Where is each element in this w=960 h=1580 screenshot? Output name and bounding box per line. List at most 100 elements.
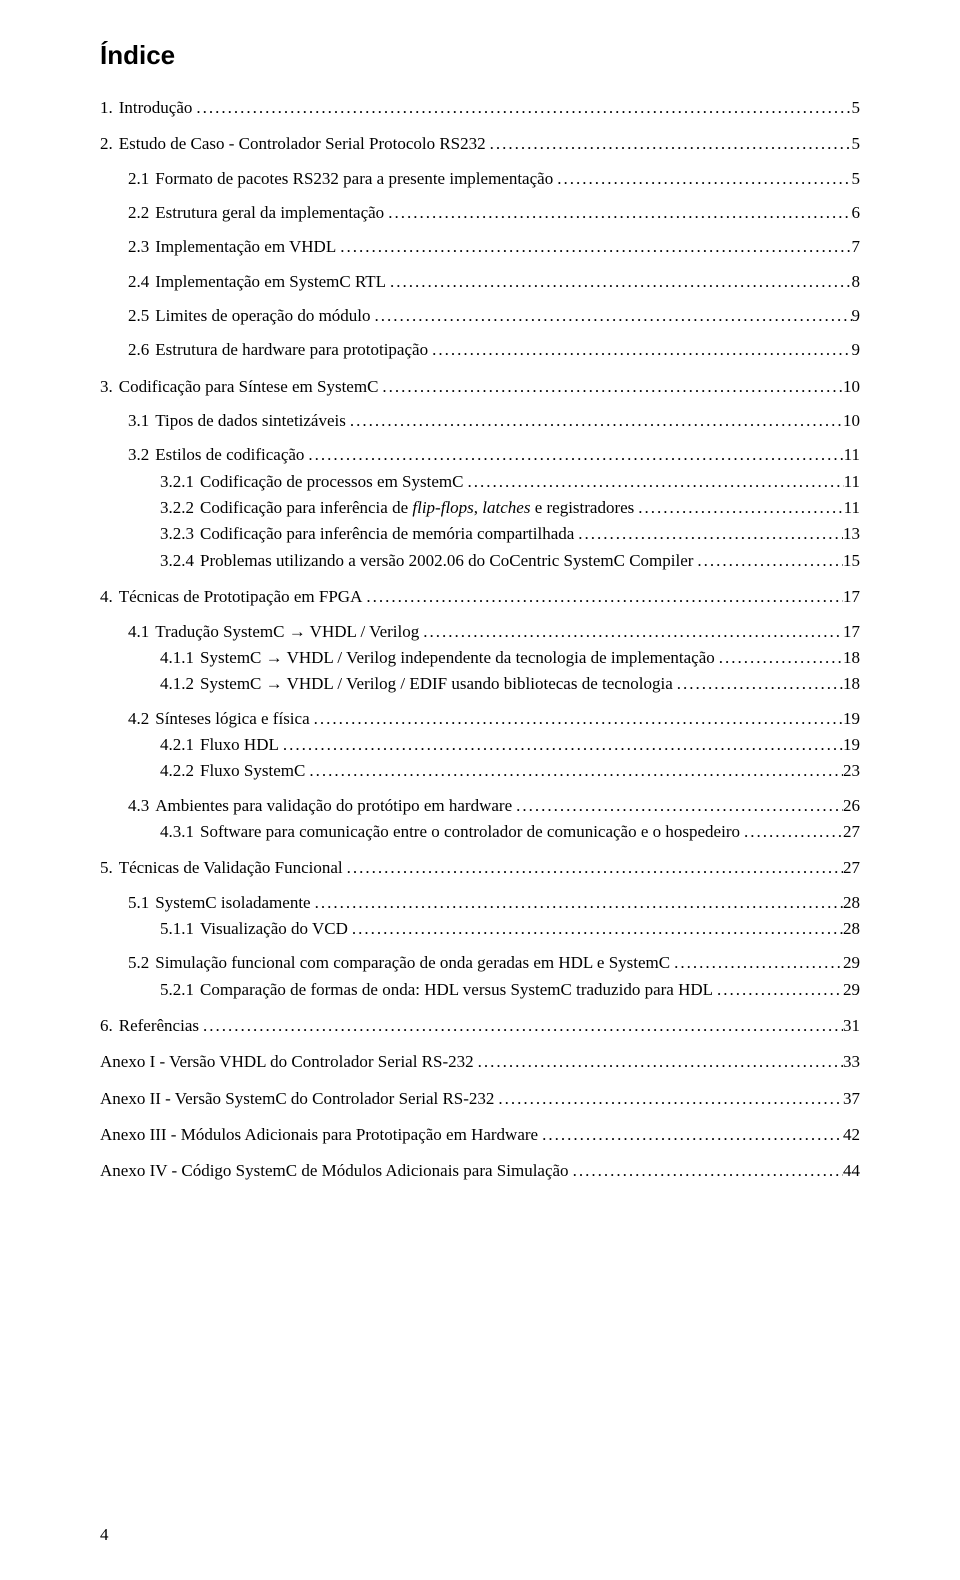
toc-entry-text: Limites de operação do módulo	[155, 303, 370, 329]
toc-entry-number: 3.2.2	[160, 495, 200, 521]
toc-leader-dots: ........................................…	[670, 950, 843, 976]
toc-entry-text-italic: flip-flops	[412, 498, 473, 517]
toc-leader-dots: ........................................…	[346, 408, 843, 434]
toc-entry-page: 17	[843, 584, 860, 610]
toc-entry: Anexo I - Versão VHDL do Controlador Ser…	[100, 1049, 860, 1075]
toc-leader-dots: ........................................…	[419, 619, 843, 645]
toc-entry-page: 17	[843, 619, 860, 645]
toc-entry-number: 2.5	[128, 303, 155, 329]
toc-leader-dots: ........................................…	[569, 1158, 843, 1184]
page-number: 4	[100, 1525, 109, 1545]
toc-entry-number: 5.	[100, 855, 119, 881]
toc-entry-number: 2.4	[128, 269, 155, 295]
toc-entry-text: Implementação em VHDL	[155, 234, 336, 260]
toc-leader-dots: ........................................…	[378, 374, 843, 400]
toc-entry-text: SystemC → VHDL / Verilog / EDIF usando b…	[200, 671, 673, 697]
toc-leader-dots: ........................................…	[310, 706, 843, 732]
toc-entry: Anexo IV - Código SystemC de Módulos Adi…	[100, 1158, 860, 1184]
toc-entry: 4.2Sínteses lógica e física.............…	[100, 706, 860, 732]
toc-entry-page: 6	[852, 200, 861, 226]
document-page: Índice 1.Introdução.....................…	[0, 0, 960, 1580]
toc-leader-dots: ........................................…	[553, 166, 851, 192]
toc-entry-number: 5.1.1	[160, 916, 200, 942]
toc-entry: 2.6Estrutura de hardware para prototipaç…	[100, 337, 860, 363]
toc-entry: 2.4Implementação em SystemC RTL.........…	[100, 269, 860, 295]
toc-leader-dots: ........................................…	[348, 916, 843, 942]
toc-entry: 3.2.4Problemas utilizando a versão 2002.…	[100, 548, 860, 574]
toc-entry-number: 3.2.1	[160, 469, 200, 495]
toc-leader-dots: ........................................…	[428, 337, 851, 363]
toc-leader-dots: ........................................…	[386, 269, 851, 295]
toc-entry-page: 9	[852, 303, 861, 329]
toc-entry: 4.2.2Fluxo SystemC......................…	[100, 758, 860, 784]
toc-leader-dots: ........................................…	[463, 469, 843, 495]
toc-entry-text-italic2: latches	[482, 498, 530, 517]
toc-entry-text: Anexo IV - Código SystemC de Módulos Adi…	[100, 1158, 569, 1184]
toc-leader-dots: ........................................…	[634, 495, 843, 521]
toc-entry: 4.2.1Fluxo HDL..........................…	[100, 732, 860, 758]
toc-entry-text: Estrutura geral da implementação	[155, 200, 384, 226]
toc-entry-text: SystemC isoladamente	[155, 890, 310, 916]
toc-entry-text: Referências	[119, 1013, 199, 1039]
toc-entry-page: 7	[852, 234, 861, 260]
toc-entry-number: 4.1.2	[160, 671, 200, 697]
toc-entry-number: 4.3.1	[160, 819, 200, 845]
toc-entry-number: 3.2.4	[160, 548, 200, 574]
toc-entry-page: 19	[843, 732, 860, 758]
toc-entry-page: 11	[844, 495, 860, 521]
toc-entry: 4.1Tradução SystemC → VHDL / Verilog....…	[100, 619, 860, 645]
toc-entry-page: 11	[844, 442, 860, 468]
toc-entry-page: 18	[843, 645, 860, 671]
toc-entry: 4.3Ambientes para validação do protótipo…	[100, 793, 860, 819]
toc-leader-dots: ........................................…	[279, 732, 843, 758]
toc-leader-dots: ........................................…	[715, 645, 843, 671]
toc-entry-page: 11	[844, 469, 860, 495]
toc-entry: 4.3.1Software para comunicação entre o c…	[100, 819, 860, 845]
toc-entry-text: Visualização do VCD	[200, 916, 348, 942]
toc-entry: 2.3Implementação em VHDL................…	[100, 234, 860, 260]
toc-entry-page: 29	[843, 950, 860, 976]
table-of-contents: 1.Introdução............................…	[100, 95, 860, 1185]
toc-entry-text: Estrutura de hardware para prototipação	[155, 337, 428, 363]
toc-entry-page: 9	[852, 337, 861, 363]
toc-entry-text: SystemC → VHDL / Verilog independente da…	[200, 645, 715, 671]
toc-entry: 5.1SystemC isoladamente.................…	[100, 890, 860, 916]
toc-entry-page: 44	[843, 1158, 860, 1184]
toc-entry: 2.Estudo de Caso - Controlador Serial Pr…	[100, 131, 860, 157]
toc-entry-number: 2.6	[128, 337, 155, 363]
toc-entry-number: 2.3	[128, 234, 155, 260]
toc-leader-dots: ........................................…	[343, 855, 843, 881]
toc-leader-dots: ........................................…	[673, 671, 843, 697]
toc-leader-dots: ........................................…	[371, 303, 852, 329]
toc-leader-dots: ........................................…	[305, 758, 843, 784]
toc-entry-page: 27	[843, 819, 860, 845]
toc-entry-number: 6.	[100, 1013, 119, 1039]
toc-leader-dots: ........................................…	[311, 890, 843, 916]
toc-entry-text: Anexo II - Versão SystemC do Controlador…	[100, 1086, 494, 1112]
toc-entry-page: 29	[843, 977, 860, 1003]
toc-entry-number: 2.	[100, 131, 119, 157]
toc-entry-page: 33	[843, 1049, 860, 1075]
toc-entry: 4.Técnicas de Prototipação em FPGA......…	[100, 584, 860, 610]
toc-entry: 5.1.1Visualização do VCD................…	[100, 916, 860, 942]
toc-entry-page: 5	[852, 166, 861, 192]
toc-entry: Anexo III - Módulos Adicionais para Prot…	[100, 1122, 860, 1148]
toc-entry: 3.Codificação para Síntese em SystemC...…	[100, 374, 860, 400]
toc-entry: Anexo II - Versão SystemC do Controlador…	[100, 1086, 860, 1112]
toc-entry-number: 5.1	[128, 890, 155, 916]
toc-entry-text: Técnicas de Prototipação em FPGA	[119, 584, 363, 610]
toc-entry-page: 10	[843, 408, 860, 434]
toc-entry-number: 5.2.1	[160, 977, 200, 1003]
toc-entry-number: 3.2	[128, 442, 155, 468]
toc-entry-text: Ambientes para validação do protótipo em…	[155, 793, 512, 819]
toc-entry-page: 10	[843, 374, 860, 400]
toc-entry-number: 3.2.3	[160, 521, 200, 547]
toc-entry-page: 26	[843, 793, 860, 819]
toc-entry-number: 1.	[100, 95, 119, 121]
toc-entry: 3.2Estilos de codificação...............…	[100, 442, 860, 468]
toc-entry: 4.1.1SystemC → VHDL / Verilog independen…	[100, 645, 860, 671]
toc-leader-dots: ........................................…	[192, 95, 851, 121]
toc-entry-text: Simulação funcional com comparação de on…	[155, 950, 670, 976]
toc-leader-dots: ........................................…	[384, 200, 851, 226]
toc-entry-page: 28	[843, 890, 860, 916]
